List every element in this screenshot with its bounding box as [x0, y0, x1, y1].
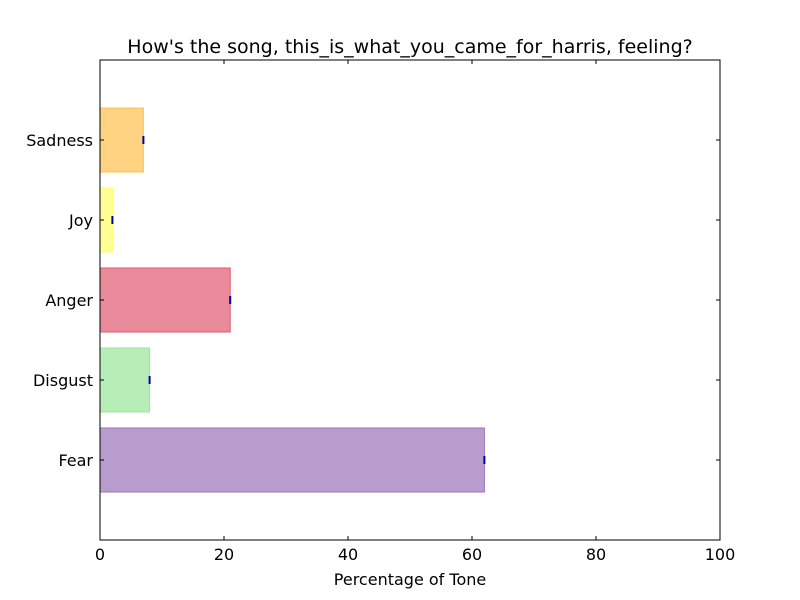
x-tick-label-40: 40: [338, 545, 358, 564]
bar-disgust: [99, 347, 151, 413]
chart-title: How's the song, this_is_what_you_came_fo…: [127, 36, 692, 58]
x-tick-label-100: 100: [705, 545, 736, 564]
y-tick-label-disgust: Disgust: [33, 371, 93, 390]
y-tick-label-anger: Anger: [45, 291, 93, 310]
bar-anger: [99, 267, 231, 333]
bars-group: [99, 107, 486, 493]
y-tick-label-joy: Joy: [68, 211, 93, 230]
x-tick-label-0: 0: [95, 545, 105, 564]
bar-fear: [99, 427, 485, 493]
y-tick-label-fear: Fear: [58, 451, 93, 470]
y-axis-ticks: Fear Disgust Anger Joy Sadness: [26, 131, 720, 470]
x-tick-label-80: 80: [586, 545, 606, 564]
x-axis-label: Percentage of Tone: [334, 570, 486, 589]
x-tick-label-60: 60: [462, 545, 482, 564]
x-axis-ticks: 0 20 40 60 80 100: [95, 60, 735, 564]
bar-sadness: [99, 107, 144, 173]
x-tick-label-20: 20: [214, 545, 234, 564]
y-tick-label-sadness: Sadness: [26, 131, 93, 150]
